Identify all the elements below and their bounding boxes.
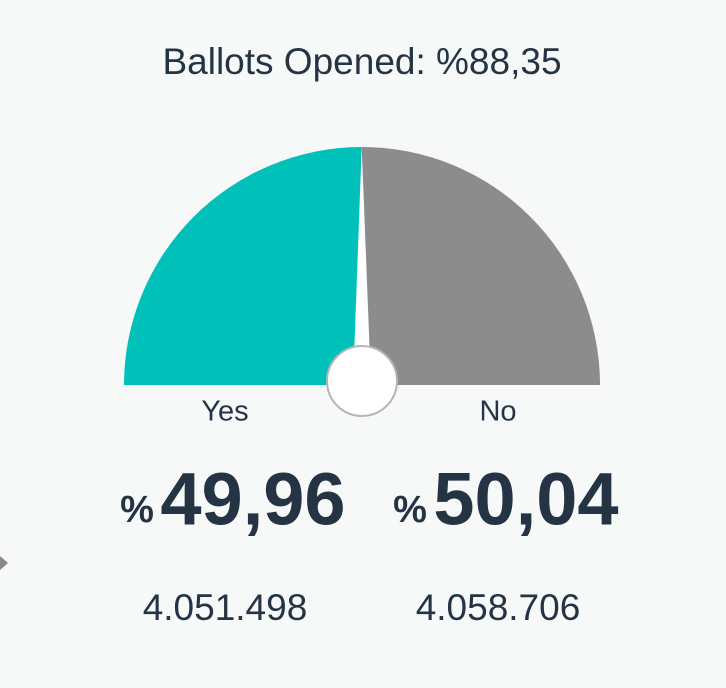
needle-hub xyxy=(326,345,398,417)
value-label: 50,04 xyxy=(433,458,618,541)
category-label: No xyxy=(479,396,516,428)
percent-sign: % xyxy=(393,489,427,531)
gauge-segment xyxy=(124,147,362,385)
percent-sign: % xyxy=(120,489,154,531)
value-label: 49,96 xyxy=(160,458,345,541)
gauge-segment xyxy=(361,147,600,385)
count-label: 4.058.706 xyxy=(416,587,581,628)
needle xyxy=(353,147,371,386)
scroll-arrow xyxy=(0,556,8,570)
category-label: Yes xyxy=(201,396,248,428)
count-label: 4.051.498 xyxy=(143,587,308,628)
chart-title: Ballots Opened: %88,35 xyxy=(162,41,561,82)
